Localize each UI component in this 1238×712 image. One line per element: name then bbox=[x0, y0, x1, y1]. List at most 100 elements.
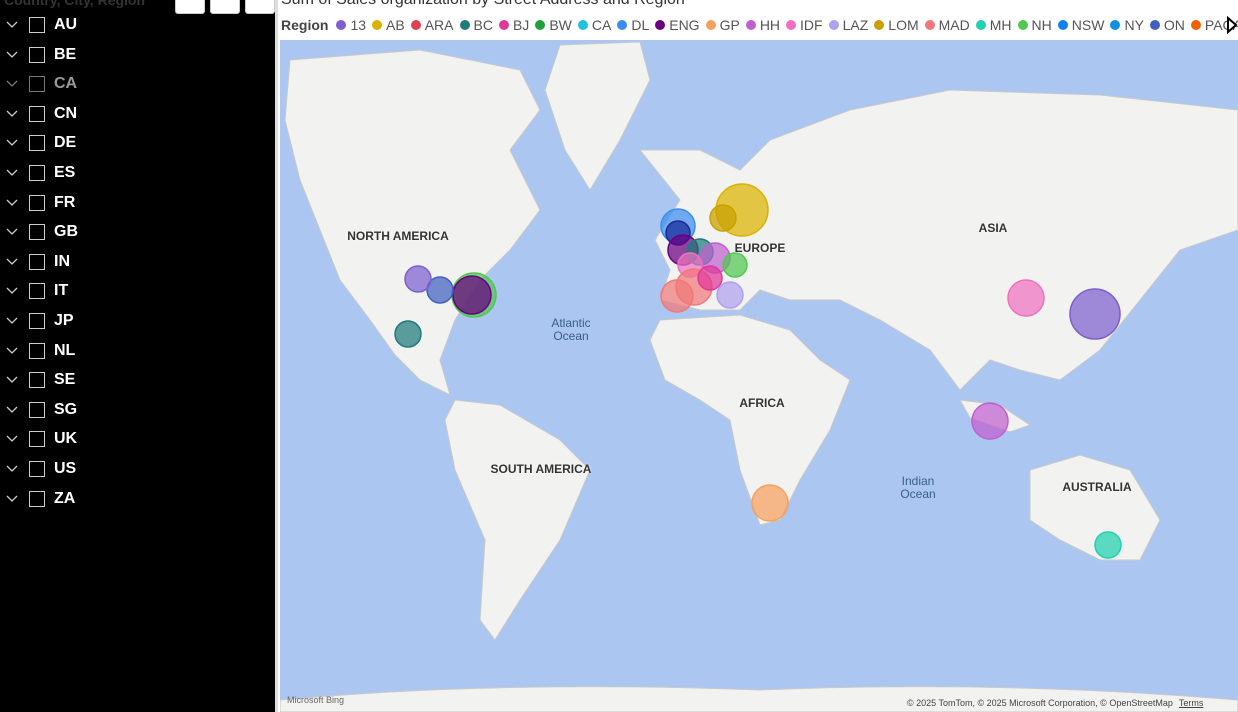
expand-chevron[interactable] bbox=[6, 49, 18, 61]
expand-chevron[interactable] bbox=[6, 197, 18, 209]
slicer-item[interactable]: NL bbox=[0, 341, 270, 367]
legend-item[interactable]: BJ bbox=[498, 17, 529, 33]
slicer-item[interactable]: DE bbox=[0, 134, 270, 159]
legend-item[interactable]: MAD bbox=[924, 17, 970, 33]
legend-item[interactable]: 13 bbox=[336, 17, 366, 33]
checkbox[interactable] bbox=[29, 431, 45, 448]
legend-item[interactable]: ARA bbox=[410, 17, 454, 33]
expand-chevron[interactable] bbox=[6, 315, 18, 327]
legend-item[interactable]: GP bbox=[705, 17, 740, 33]
legend-item[interactable]: LAZ bbox=[828, 17, 868, 33]
legend-item[interactable]: AB bbox=[372, 17, 405, 33]
legend-item[interactable]: NSW bbox=[1057, 17, 1104, 33]
expand-chevron[interactable] bbox=[6, 78, 18, 90]
attribution: © 2025 TomTom, © 2025 Microsoft Corporat… bbox=[907, 698, 1203, 708]
expand-chevron[interactable] bbox=[6, 404, 18, 416]
expand-chevron[interactable] bbox=[6, 108, 18, 120]
slicer-item[interactable]: AU bbox=[0, 16, 270, 41]
map-bubble[interactable] bbox=[1094, 531, 1122, 559]
map-bubble[interactable] bbox=[722, 252, 748, 278]
checkbox[interactable] bbox=[29, 135, 45, 152]
bing-logo: Microsoft Bing bbox=[287, 695, 345, 705]
filter-icon[interactable] bbox=[175, 0, 205, 14]
map-bubble[interactable] bbox=[452, 275, 492, 315]
slicer-label: NL bbox=[54, 341, 76, 359]
expand-chevron[interactable] bbox=[6, 345, 18, 357]
slicer-item[interactable]: JP bbox=[0, 312, 270, 337]
map-bubble[interactable] bbox=[716, 281, 744, 309]
legend-dot bbox=[975, 20, 986, 30]
expand-chevron[interactable] bbox=[6, 433, 18, 445]
checkbox[interactable] bbox=[29, 372, 45, 389]
checkbox[interactable] bbox=[29, 194, 45, 211]
legend-item[interactable]: DL bbox=[617, 17, 649, 33]
map-bubble[interactable] bbox=[1069, 288, 1121, 340]
map-bubble[interactable] bbox=[426, 276, 454, 304]
checkbox[interactable] bbox=[29, 253, 45, 270]
more-icon[interactable] bbox=[245, 0, 275, 14]
legend-next[interactable] bbox=[1226, 16, 1238, 34]
checkbox[interactable] bbox=[29, 46, 45, 63]
expand-chevron[interactable] bbox=[6, 285, 18, 297]
checkbox[interactable] bbox=[29, 283, 45, 300]
map-bubble[interactable] bbox=[1007, 279, 1045, 317]
expand-chevron[interactable] bbox=[6, 137, 18, 149]
legend-item[interactable]: NY bbox=[1110, 17, 1144, 33]
slicer-item[interactable]: SE bbox=[0, 371, 270, 396]
slicer-item[interactable]: IT bbox=[0, 282, 270, 307]
slicer-item[interactable]: US bbox=[0, 460, 270, 485]
map-bubble[interactable] bbox=[394, 320, 422, 348]
expand-chevron[interactable] bbox=[6, 256, 18, 268]
checkbox[interactable] bbox=[29, 313, 45, 329]
expand-chevron[interactable] bbox=[6, 493, 18, 505]
legend-dot bbox=[535, 20, 546, 30]
legend-label: DL bbox=[631, 17, 650, 33]
legend-item[interactable]: ENG bbox=[655, 17, 700, 33]
slicer-item[interactable]: BE bbox=[0, 46, 270, 71]
expand-chevron[interactable] bbox=[6, 19, 18, 31]
attribution-text: © 2025 TomTom, © 2025 Microsoft Corporat… bbox=[907, 698, 1173, 708]
legend-item[interactable]: IDF bbox=[786, 17, 823, 33]
legend-item[interactable]: BW bbox=[535, 17, 572, 33]
legend-item[interactable]: BC bbox=[459, 17, 493, 33]
slicer-item[interactable]: SG bbox=[0, 401, 270, 426]
slicer-item[interactable]: CA bbox=[0, 75, 270, 100]
map-bubble[interactable] bbox=[971, 402, 1009, 440]
checkbox[interactable] bbox=[29, 105, 45, 122]
legend-item[interactable]: ON bbox=[1149, 17, 1185, 33]
expand-chevron[interactable] bbox=[6, 226, 18, 238]
checkbox[interactable] bbox=[29, 76, 45, 93]
checkbox[interactable] bbox=[29, 461, 45, 477]
map-bubble[interactable] bbox=[751, 484, 789, 522]
legend-item[interactable]: LOM bbox=[874, 17, 919, 33]
terms-link[interactable]: Terms bbox=[1178, 698, 1204, 708]
slicer-item[interactable]: GB bbox=[0, 223, 270, 248]
focus-icon[interactable] bbox=[210, 0, 240, 14]
checkbox[interactable] bbox=[29, 224, 45, 241]
expand-chevron[interactable] bbox=[6, 167, 18, 179]
slicer-item[interactable]: ZA bbox=[0, 490, 270, 515]
legend-item[interactable]: NH bbox=[1017, 17, 1052, 33]
slicer-item[interactable]: CN bbox=[0, 105, 270, 130]
checkbox[interactable] bbox=[29, 17, 45, 33]
checkbox[interactable] bbox=[29, 401, 45, 418]
map-bubble[interactable] bbox=[660, 279, 694, 313]
legend-item[interactable]: CA bbox=[577, 17, 611, 33]
map-bubble[interactable] bbox=[709, 204, 737, 232]
slicer-item[interactable]: FR bbox=[0, 194, 270, 219]
expand-chevron[interactable] bbox=[6, 374, 18, 386]
legend-item[interactable]: HH bbox=[745, 17, 780, 33]
checkbox[interactable] bbox=[29, 165, 45, 181]
expand-chevron[interactable] bbox=[6, 463, 18, 475]
visual-title: Sum of Sales organization by Street Addr… bbox=[281, 0, 685, 9]
legend-dot bbox=[617, 20, 628, 30]
checkbox[interactable] bbox=[29, 490, 45, 507]
map-bubble[interactable] bbox=[697, 265, 723, 291]
checkbox[interactable] bbox=[29, 342, 45, 359]
slicer-item[interactable]: IN bbox=[0, 253, 270, 278]
slicer-item[interactable]: ES bbox=[0, 164, 270, 189]
map-bubble[interactable] bbox=[404, 265, 432, 293]
legend-item[interactable]: MH bbox=[975, 17, 1012, 33]
legend-dot bbox=[786, 20, 797, 30]
slicer-item[interactable]: UK bbox=[0, 430, 270, 455]
